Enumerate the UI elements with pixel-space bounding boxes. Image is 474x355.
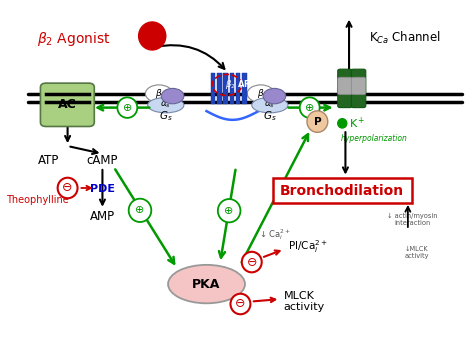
Text: ⊕: ⊕ (305, 103, 314, 113)
Text: $\gamma$: $\gamma$ (169, 91, 176, 102)
FancyBboxPatch shape (338, 69, 352, 108)
FancyBboxPatch shape (338, 77, 352, 95)
Ellipse shape (242, 252, 262, 272)
Ellipse shape (138, 22, 166, 50)
Ellipse shape (218, 199, 240, 222)
Ellipse shape (58, 178, 78, 198)
Ellipse shape (230, 294, 250, 314)
Text: $\beta_2$ AR: $\beta_2$ AR (225, 78, 252, 91)
Ellipse shape (252, 98, 288, 113)
Ellipse shape (338, 119, 347, 128)
Text: ⊕: ⊕ (135, 205, 145, 215)
Bar (242, 73, 247, 104)
FancyBboxPatch shape (351, 77, 366, 95)
Text: K$_{Ca}$ Channel: K$_{Ca}$ Channel (369, 30, 441, 46)
Text: PDE: PDE (90, 184, 115, 194)
Text: $\beta$: $\beta$ (257, 87, 264, 100)
Ellipse shape (118, 97, 137, 118)
Text: AMP: AMP (90, 210, 115, 223)
Text: MLCK: MLCK (283, 291, 314, 301)
Ellipse shape (263, 88, 286, 104)
Ellipse shape (247, 85, 274, 102)
Text: ⊖: ⊖ (246, 256, 257, 269)
Text: cAMP: cAMP (87, 154, 118, 167)
Text: $G_s$: $G_s$ (159, 109, 173, 123)
Ellipse shape (161, 88, 184, 104)
Text: ⊖: ⊖ (63, 181, 73, 195)
Text: AC: AC (58, 98, 77, 111)
Ellipse shape (168, 265, 245, 303)
Text: ⊕: ⊕ (123, 103, 132, 113)
Text: ⊕: ⊕ (225, 206, 234, 216)
Text: PI/Ca$_i^{2+}$: PI/Ca$_i^{2+}$ (288, 238, 328, 255)
Text: ⊖: ⊖ (235, 297, 246, 311)
FancyBboxPatch shape (40, 83, 94, 126)
FancyBboxPatch shape (273, 178, 412, 203)
Text: activity: activity (283, 302, 325, 312)
Text: PKA: PKA (192, 278, 221, 291)
Text: $\beta$: $\beta$ (155, 87, 163, 100)
Ellipse shape (307, 111, 328, 132)
Bar (223, 73, 228, 104)
FancyBboxPatch shape (351, 69, 366, 108)
Text: $\gamma$: $\gamma$ (271, 91, 278, 102)
Text: $\alpha_s$: $\alpha_s$ (264, 100, 275, 110)
Text: hyperpolarization: hyperpolarization (341, 134, 408, 143)
Ellipse shape (148, 98, 184, 113)
Bar (229, 73, 234, 104)
Text: $\downarrow$Ca$_i^{2+}$: $\downarrow$Ca$_i^{2+}$ (258, 226, 291, 241)
Text: ATP: ATP (37, 154, 59, 167)
Bar (236, 73, 240, 104)
Text: ↓MLCK
activity: ↓MLCK activity (405, 246, 429, 259)
Text: K$^+$: K$^+$ (349, 116, 365, 131)
Text: Bronchodilation: Bronchodilation (280, 184, 404, 198)
Text: $G_s$: $G_s$ (263, 109, 277, 123)
Bar (210, 73, 215, 104)
Ellipse shape (146, 85, 173, 102)
Text: P: P (314, 116, 321, 127)
Text: $\it{\beta_2}$ Agonist: $\it{\beta_2}$ Agonist (37, 31, 110, 49)
Ellipse shape (300, 97, 319, 118)
Ellipse shape (128, 199, 151, 222)
Bar (218, 73, 222, 104)
Text: Theophylline: Theophylline (6, 195, 69, 205)
Text: $\alpha_s$: $\alpha_s$ (160, 100, 171, 110)
Text: ↓ actin/myosin
interaction: ↓ actin/myosin interaction (387, 213, 438, 226)
